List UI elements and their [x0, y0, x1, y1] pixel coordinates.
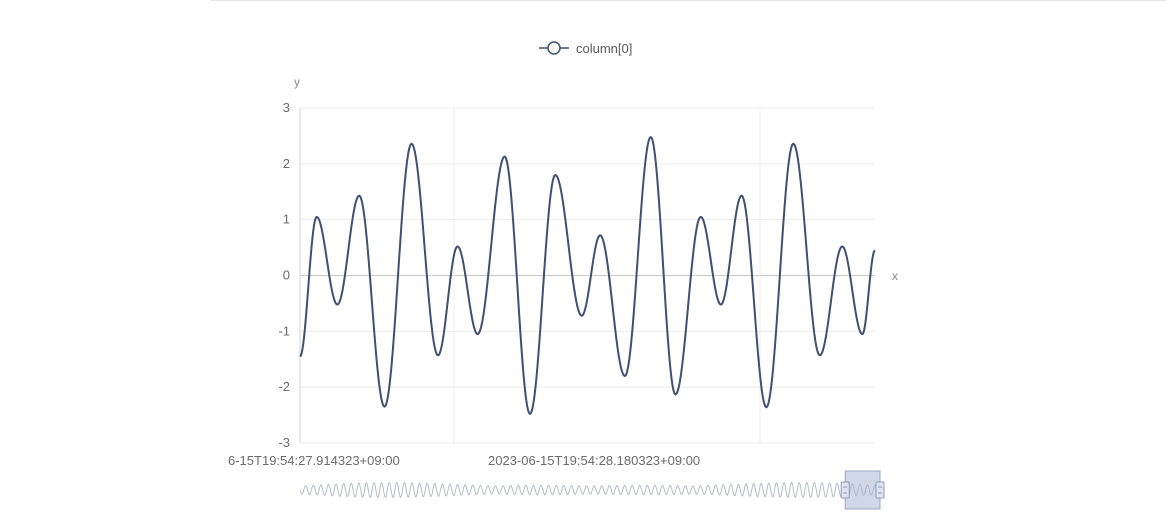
y-tick-label: 2 [283, 156, 290, 171]
top-divider [210, 0, 1166, 1]
y-axis-name: y [294, 75, 300, 89]
series-line-column-0 [299, 136, 876, 415]
x-axis-name: x [892, 269, 898, 283]
data-zoom-handle-right[interactable] [875, 481, 885, 499]
y-tick-label: -3 [278, 435, 290, 450]
data-zoom-preview-line [299, 481, 881, 499]
y-tick-label: 1 [283, 212, 290, 227]
data-zoom-handle-left[interactable] [840, 481, 850, 499]
x-tick-label-2: 2023-06-15T19:54:28.180323+09:00 [488, 453, 701, 468]
y-tick-label: -1 [278, 323, 290, 338]
y-tick-label: -2 [278, 379, 290, 394]
y-tick-label: 3 [283, 100, 290, 115]
legend-label: column[0] [576, 40, 633, 56]
data-zoom-window[interactable] [844, 470, 881, 510]
y-tick-label: 0 [283, 268, 290, 283]
data-zoom-track[interactable] [300, 474, 880, 506]
x-tick-label-1: 6-15T19:54:27.914323+09:00 [228, 453, 400, 468]
legend-line-circle-icon [539, 41, 569, 55]
legend[interactable]: column[0] [538, 40, 632, 56]
